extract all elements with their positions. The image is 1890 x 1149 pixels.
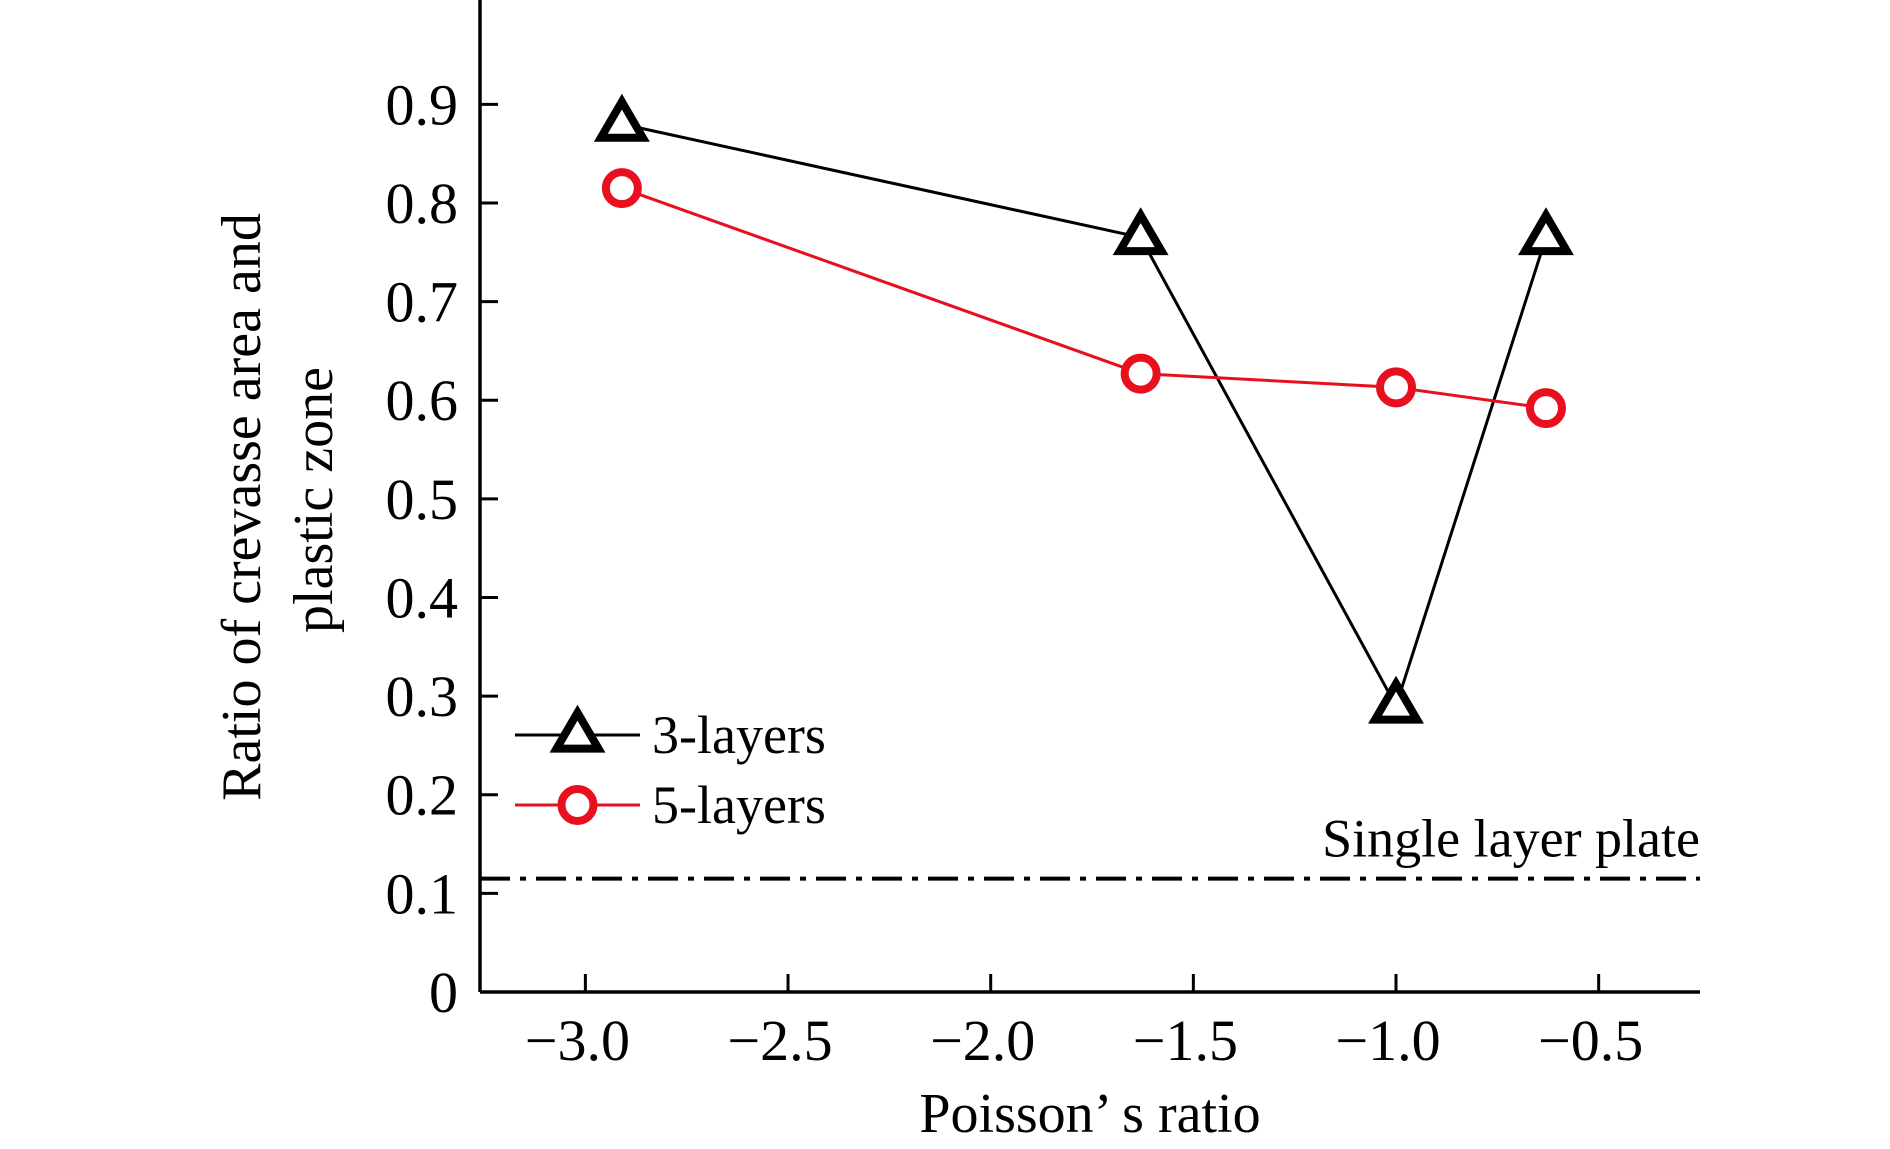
- legend-label: 5-layers: [652, 775, 826, 835]
- x-tick-label: −2.0: [930, 1008, 1035, 1073]
- y-tick-label: 0.9: [386, 72, 459, 137]
- y-tick-label: 0.3: [386, 664, 459, 729]
- x-tick-label: −1.0: [1335, 1008, 1440, 1073]
- y-axis-title-line-1: Ratio of crevasse area and: [211, 213, 273, 801]
- legend-item-5-layers: 5-layers: [515, 775, 826, 835]
- y-tick-label: 0.6: [386, 368, 459, 433]
- legend-item-3-layers: 3-layers: [515, 705, 826, 765]
- y-tick-label: 0.4: [386, 565, 459, 630]
- y-tick-label: 0.1: [386, 861, 459, 926]
- y-tick-label: 0.7: [386, 270, 459, 335]
- y-tick-label: 0.5: [386, 467, 459, 532]
- data-point-5-layers: [1530, 392, 1562, 424]
- legend-marker: [562, 789, 594, 821]
- legend-marker: [557, 713, 599, 749]
- x-tick-label: −0.5: [1538, 1008, 1643, 1073]
- x-axis-title: Poisson’ s ratio: [919, 1083, 1260, 1145]
- series-3-layers: [601, 102, 1567, 720]
- data-point-5-layers: [1380, 371, 1412, 403]
- chart-legend: 3-layers 5-layers: [515, 705, 826, 835]
- series-5-layers: [606, 172, 1562, 424]
- chart-ticks: 0 0.1 0.2 0.3 0.4 0.5 0.6 0.7 0.8 0.9 −3.0 −2.5 −2.0…: [386, 72, 1644, 1073]
- chart-series: [601, 102, 1567, 720]
- reference-line-label: Single layer plate: [1322, 809, 1700, 869]
- data-point-3-layers: [601, 102, 643, 138]
- x-tick-label: −3.0: [525, 1008, 630, 1073]
- y-tick-label: 0.2: [386, 763, 459, 828]
- y-axis-title-line-2: plastic zone: [283, 367, 345, 633]
- x-tick-label: −2.5: [727, 1008, 832, 1073]
- y-tick-label: 0.8: [386, 171, 459, 236]
- data-point-5-layers: [606, 172, 638, 204]
- legend-label: 3-layers: [652, 705, 826, 765]
- series-line-3-layers: [622, 124, 1546, 706]
- data-point-3-layers: [1375, 684, 1417, 720]
- y-axis-title: Ratio of crevasse area and plastic zone: [211, 199, 345, 801]
- y-tick-label: 0: [429, 960, 458, 1025]
- data-point-3-layers: [1120, 215, 1162, 251]
- data-point-3-layers: [1525, 215, 1567, 251]
- x-tick-label: −1.5: [1133, 1008, 1238, 1073]
- data-point-5-layers: [1125, 358, 1157, 390]
